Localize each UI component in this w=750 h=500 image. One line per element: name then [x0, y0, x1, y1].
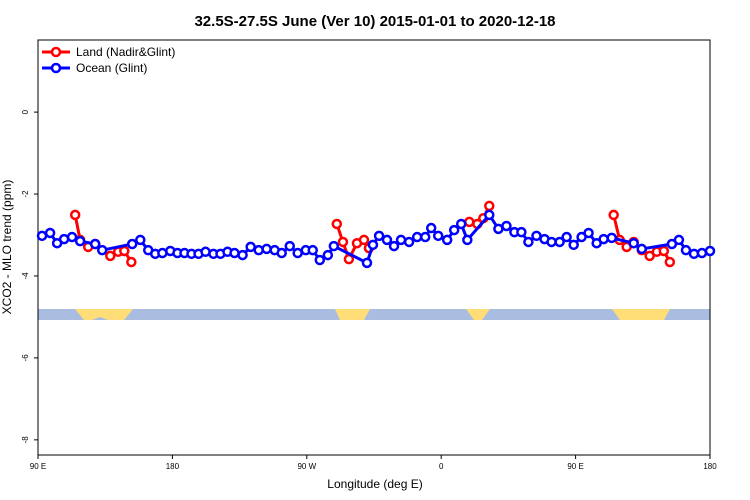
x-tick-label: 90 E [567, 462, 583, 471]
point [66, 231, 78, 243]
point [441, 234, 453, 246]
y-tick-label: -4 [21, 272, 30, 280]
point [608, 209, 619, 221]
point [292, 247, 303, 259]
point [425, 222, 437, 234]
point [664, 256, 676, 268]
y-tick-label: -2 [21, 190, 30, 198]
point [493, 223, 504, 235]
point [673, 234, 685, 246]
point [628, 237, 639, 249]
point [388, 240, 400, 252]
point [361, 257, 373, 269]
chart-title: 32.5S-27.5S June (Ver 10) 2015-01-01 to … [194, 13, 555, 30]
point [358, 234, 370, 246]
point [36, 230, 48, 242]
y-axis-label: XCO2 - MLO trend (ppm) [0, 180, 14, 315]
map-band [38, 309, 710, 320]
point [704, 245, 716, 257]
x-tick-label: 90 E [30, 462, 46, 471]
point [261, 243, 272, 255]
legend-label: Land (Nadir&Glint) [76, 45, 175, 59]
point [96, 244, 108, 256]
point [546, 236, 557, 248]
x-tick-label: 90 W [297, 462, 316, 471]
point [276, 247, 287, 259]
point [501, 220, 512, 232]
point [403, 236, 415, 248]
point [568, 239, 579, 251]
legend-marker [50, 62, 62, 74]
point [523, 236, 534, 248]
point [105, 250, 116, 262]
point [561, 231, 572, 243]
point [322, 249, 334, 261]
y-tick-label: 0 [21, 109, 30, 114]
point [484, 200, 495, 212]
x-tick-label: 180 [166, 462, 180, 471]
point [455, 218, 467, 230]
x-tick-label: 0 [439, 462, 444, 471]
point [531, 230, 542, 242]
point [245, 241, 256, 253]
point [284, 240, 296, 252]
point [126, 256, 137, 268]
point [253, 244, 264, 256]
point [135, 234, 146, 246]
point [658, 245, 670, 257]
point [367, 239, 379, 251]
point [89, 238, 101, 250]
point [44, 227, 56, 239]
point [237, 249, 248, 261]
point [598, 233, 609, 245]
point [381, 234, 393, 246]
x-tick-label: 180 [703, 462, 717, 471]
point [462, 234, 473, 246]
point [583, 227, 594, 239]
point [328, 240, 340, 252]
point [337, 236, 349, 248]
point [331, 218, 343, 230]
x-axis-label: Longitude (deg E) [327, 477, 422, 491]
point [74, 235, 86, 247]
y-tick-label: -6 [21, 354, 30, 362]
y-tick-label: -8 [21, 436, 30, 444]
point [69, 209, 81, 221]
point [119, 245, 130, 257]
point [516, 226, 527, 238]
point [307, 244, 319, 256]
point [680, 244, 692, 256]
point [636, 243, 648, 255]
point [229, 247, 240, 259]
point [606, 232, 617, 244]
point [411, 231, 423, 243]
point [554, 236, 565, 248]
point [419, 231, 431, 243]
point [126, 238, 138, 250]
legend-marker [50, 46, 62, 58]
point [395, 234, 407, 246]
point [484, 209, 495, 221]
point [314, 254, 326, 266]
point [696, 247, 708, 259]
point [448, 224, 460, 236]
legend-label: Ocean (Glint) [76, 61, 147, 75]
point [432, 230, 444, 242]
point [464, 216, 475, 228]
point [373, 230, 385, 242]
